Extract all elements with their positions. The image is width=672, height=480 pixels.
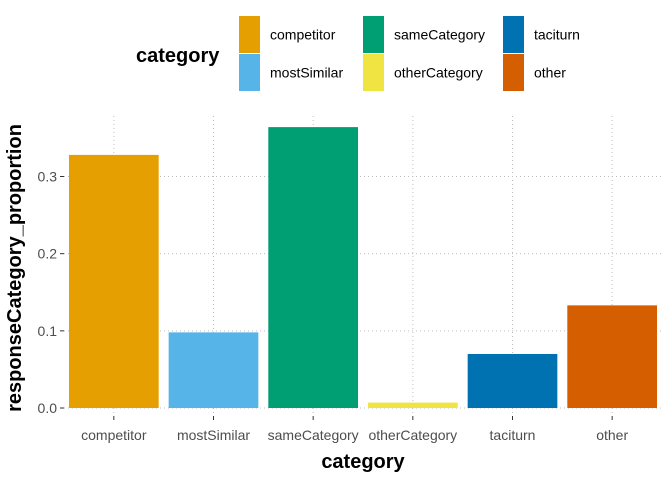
legend-key-competitor xyxy=(239,16,260,53)
legend: category competitor sameCategory taciturn m… xyxy=(136,16,580,91)
x-axis-title: category xyxy=(321,451,405,473)
bar-sameCategory xyxy=(268,127,359,408)
y-tick-label: 0.2 xyxy=(38,246,58,262)
y-tick-label: 0.0 xyxy=(38,400,58,416)
x-axis-ticks: competitor mostSimilar sameCategory otherCa… xyxy=(81,416,628,443)
bar-taciturn xyxy=(467,353,558,408)
x-tick-label: otherCategory xyxy=(368,427,457,443)
x-tick-label: taciturn xyxy=(490,427,536,443)
x-tick-label: competitor xyxy=(81,427,147,443)
legend-key-other xyxy=(503,54,524,91)
x-tick-label: sameCategory xyxy=(268,427,359,443)
x-tick-label: other xyxy=(596,427,628,443)
legend-key-mostSimilar xyxy=(239,54,260,91)
bars xyxy=(68,127,658,408)
legend-key-sameCategory xyxy=(363,16,384,53)
legend-label-mostSimilar: mostSimilar xyxy=(270,65,343,81)
legend-title: category xyxy=(136,45,220,67)
legend-label-competitor: competitor xyxy=(270,27,336,43)
bar-competitor xyxy=(68,154,159,408)
legend-label-other: other xyxy=(534,65,566,81)
y-tick-label: 0.1 xyxy=(38,323,58,339)
legend-label-taciturn: taciturn xyxy=(534,27,580,43)
bar-mostSimilar xyxy=(168,332,259,408)
legend-label-otherCategory: otherCategory xyxy=(394,65,483,81)
x-tick-label: mostSimilar xyxy=(177,427,250,443)
legend-label-sameCategory: sameCategory xyxy=(394,27,485,43)
legend-key-otherCategory xyxy=(363,54,384,91)
y-axis-ticks: 0.0 0.1 0.2 0.3 xyxy=(38,169,64,416)
bar-otherCategory xyxy=(367,402,458,408)
legend-key-taciturn xyxy=(503,16,524,53)
y-axis-title: responseCategory_proportion xyxy=(4,124,26,412)
y-tick-label: 0.3 xyxy=(38,169,58,185)
bar-other xyxy=(567,305,658,408)
